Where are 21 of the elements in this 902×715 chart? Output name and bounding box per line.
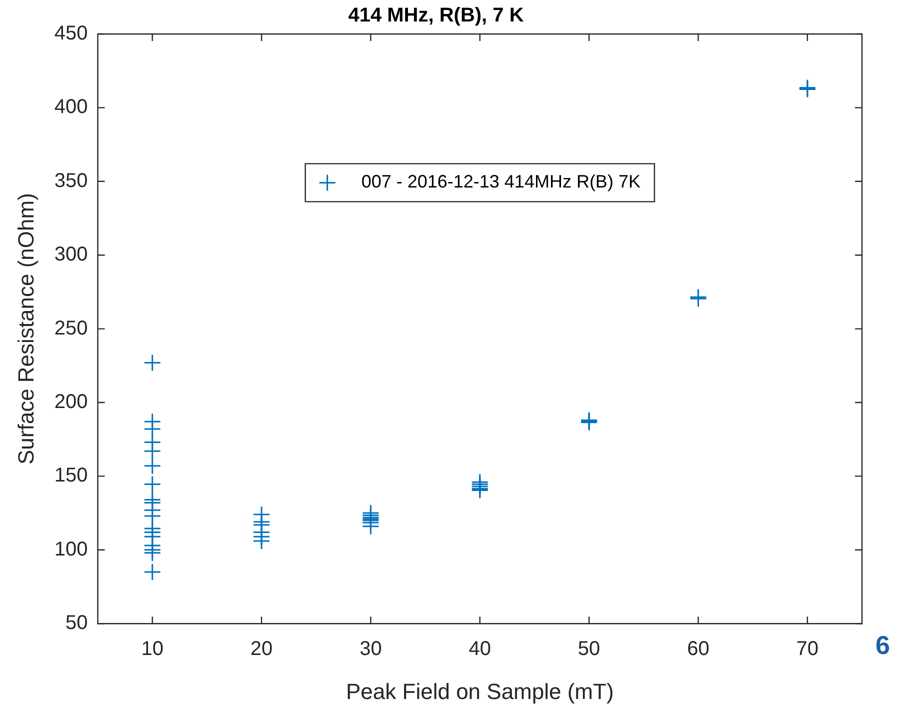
chart-title: 414 MHz, R(B), 7 K [348, 4, 524, 27]
y-tick-label: 50 [66, 612, 88, 634]
y-tick-label: 450 [54, 22, 88, 45]
y-tick-label: 350 [54, 170, 88, 192]
x-tick-label: 70 [796, 638, 819, 660]
y-tick-label: 300 [54, 244, 88, 266]
y-tick-label: 400 [54, 96, 88, 118]
y-tick-label: 150 [54, 464, 88, 487]
text: 6 [876, 630, 890, 661]
x-tick-label: 30 [360, 638, 382, 660]
y-tick-label: 200 [54, 391, 88, 414]
x-tick-label: 20 [250, 638, 273, 660]
x-tick-label: 60 [687, 638, 710, 660]
y-axis-title: Surface Resistance (nOhm) [13, 193, 38, 465]
x-tick-label: 40 [468, 638, 492, 660]
y-tick-label: 100 [54, 538, 88, 560]
y-tick-label: 250 [54, 317, 88, 340]
x-tick-label: 50 [578, 638, 600, 660]
x-tick-label: 10 [141, 638, 164, 660]
legend-label: 007 - 2016-12-13 414MHz R(B) 7K [361, 172, 640, 192]
x-axis-title: Peak Field on Sample (mT) [346, 678, 614, 704]
